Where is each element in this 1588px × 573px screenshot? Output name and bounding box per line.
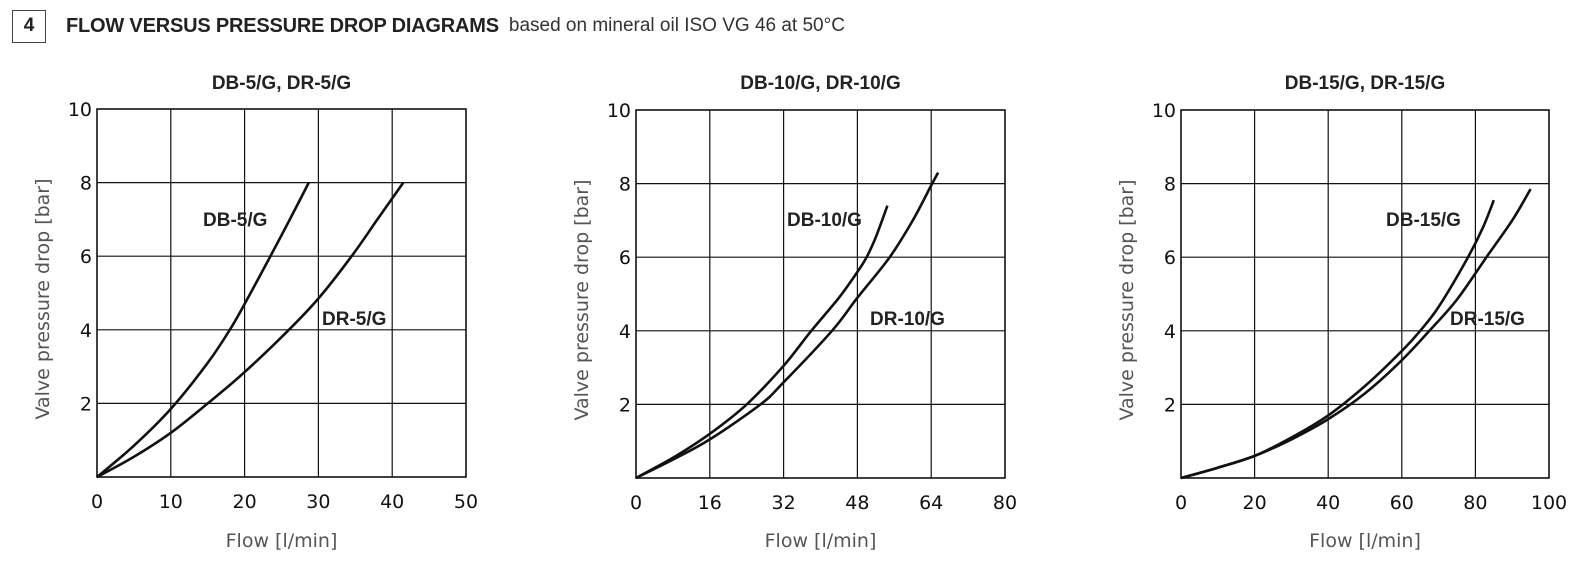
x-tick-label: 48 — [845, 492, 869, 514]
y-tick-label: 4 — [1164, 321, 1176, 343]
x-tick-label: 50 — [454, 491, 478, 513]
curve-label: DR-15/G — [1450, 309, 1525, 330]
y-tick-label: 10 — [1152, 100, 1176, 122]
x-tick-label: 40 — [380, 491, 404, 513]
y-tick-label: 10 — [68, 99, 92, 121]
x-tick-label: 80 — [993, 492, 1017, 514]
y-tick-label: 4 — [619, 321, 631, 343]
x-tick-label: 30 — [306, 491, 330, 513]
x-tick-label: 0 — [91, 491, 103, 513]
plot-frame — [96, 108, 467, 478]
y-tick-label: 8 — [80, 173, 92, 195]
y-tick-label: 6 — [80, 246, 92, 268]
x-tick-label: 0 — [1175, 492, 1187, 514]
curve-db-10-g — [635, 205, 889, 480]
plot-frame — [635, 109, 1006, 479]
y-tick-label: 6 — [619, 247, 631, 269]
curve-dr-15-g — [1180, 188, 1532, 480]
y-tick-label: 2 — [1164, 394, 1176, 416]
grid — [1181, 110, 1549, 478]
curve-label: DR-5/G — [322, 309, 386, 330]
section-header: 4 FLOW VERSUS PRESSURE DROP DIAGRAMS bas… — [12, 8, 845, 44]
curve-label: DR-10/G — [870, 309, 945, 330]
section-title: FLOW VERSUS PRESSURE DROP DIAGRAMS — [66, 14, 499, 37]
x-tick-label: 16 — [698, 492, 722, 514]
y-tick-label: 6 — [1164, 247, 1176, 269]
y-tick-label: 4 — [80, 320, 92, 342]
section-subtitle: based on mineral oil ISO VG 46 at 50°C — [508, 15, 845, 36]
x-tick-label: 40 — [1316, 492, 1340, 514]
curve-dr-10-g — [635, 171, 940, 480]
y-tick-label: 8 — [619, 174, 631, 196]
chart-db15-dr15: DB-15/G, DR-15/G 0 20 40 60 80 100 2 4 6 8 10 Flow [… — [1116, 73, 1567, 552]
plot-frame — [1180, 109, 1550, 479]
chart-db5-dr5: DB-5/G, DR-5/G 0 10 20 30 40 50 2 4 6 8 10 Flow [l/m… — [32, 73, 478, 552]
grid — [636, 110, 1005, 478]
y-axis-label: Valve pressure drop [bar] — [32, 178, 54, 419]
curve-db-5-g — [96, 182, 310, 478]
curve-label: DB-10/G — [787, 210, 862, 231]
x-axis-label: Flow [l/min] — [765, 530, 877, 552]
x-tick-label: 80 — [1463, 492, 1487, 514]
x-axis-label: Flow [l/min] — [226, 530, 338, 552]
grid — [97, 109, 466, 477]
chart-db10-dr10: DB-10/G, DR-10/G 0 16 32 48 64 80 2 4 6 8 10 Flow [l… — [571, 73, 1017, 552]
curve-label: DB-15/G — [1386, 210, 1461, 231]
x-tick-label: 64 — [919, 492, 943, 514]
chart-title: DB-10/G, DR-10/G — [740, 73, 900, 94]
curve-label: DB-5/G — [203, 210, 267, 231]
curve-db-15-g — [1180, 199, 1496, 480]
y-axis-label: Valve pressure drop [bar] — [571, 179, 593, 420]
y-tick-label: 8 — [1164, 174, 1176, 196]
x-tick-label: 10 — [159, 491, 183, 513]
y-tick-label: 2 — [619, 394, 631, 416]
curve-dr-5-g — [96, 181, 405, 479]
x-tick-label: 100 — [1531, 492, 1567, 514]
x-axis-label: Flow [l/min] — [1309, 530, 1421, 552]
chart-title: DB-5/G, DR-5/G — [212, 73, 351, 94]
x-tick-label: 60 — [1390, 492, 1414, 514]
y-tick-label: 2 — [80, 393, 92, 415]
x-tick-label: 32 — [772, 492, 796, 514]
x-tick-label: 0 — [630, 492, 642, 514]
x-tick-label: 20 — [233, 491, 257, 513]
section-number-badge: 4 — [12, 9, 46, 43]
y-tick-label: 10 — [607, 100, 631, 122]
x-tick-label: 20 — [1243, 492, 1267, 514]
chart-title: DB-15/G, DR-15/G — [1285, 73, 1445, 94]
y-axis-label: Valve pressure drop [bar] — [1116, 179, 1138, 420]
